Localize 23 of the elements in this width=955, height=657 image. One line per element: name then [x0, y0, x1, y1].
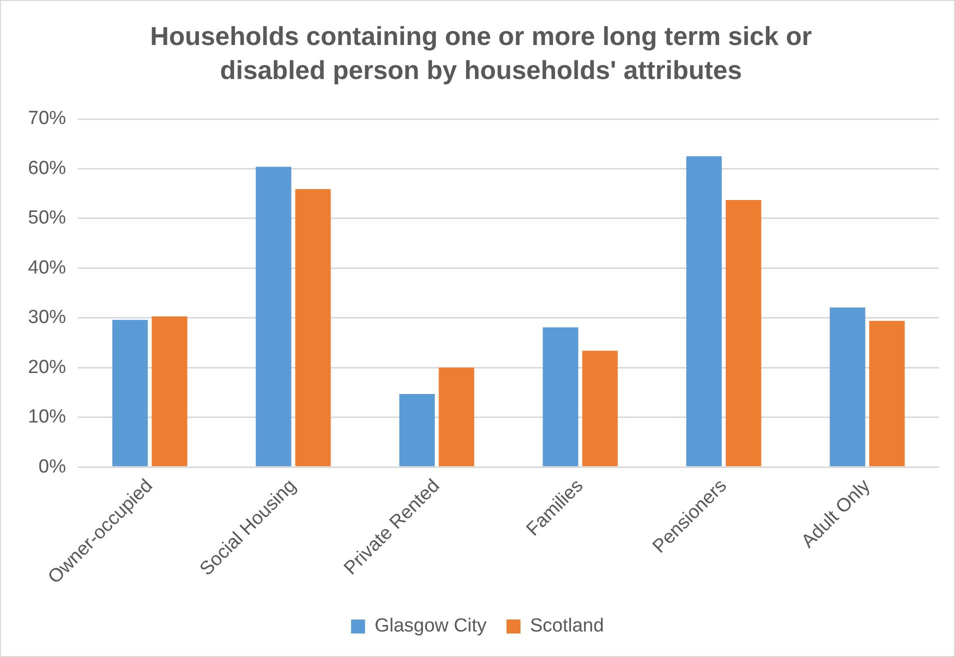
bar	[256, 166, 292, 466]
bar	[830, 307, 866, 466]
bar	[112, 320, 148, 466]
y-tick-label: 40%	[28, 257, 66, 278]
bar	[542, 327, 578, 466]
bar	[686, 156, 722, 466]
chart-title: Households containing one or more long term sick or disabled person by households' attributes	[149, 20, 813, 87]
y-tick-label: 60%	[28, 158, 66, 179]
bar	[152, 316, 188, 466]
y-tick-label: 30%	[28, 307, 66, 328]
bar	[399, 394, 435, 466]
bar	[726, 200, 762, 466]
legend-label: Scotland	[530, 616, 604, 637]
bar	[869, 320, 905, 466]
y-tick-label: 10%	[28, 406, 66, 428]
y-tick-label: 50%	[28, 208, 66, 229]
bar	[295, 189, 331, 466]
legend-label: Glasgow City	[374, 616, 487, 637]
bar	[438, 368, 474, 466]
bar	[582, 350, 618, 466]
y-tick-label: 20%	[28, 356, 66, 378]
y-tick-label: 0%	[38, 456, 66, 478]
y-tick-label: 70%	[28, 108, 66, 130]
